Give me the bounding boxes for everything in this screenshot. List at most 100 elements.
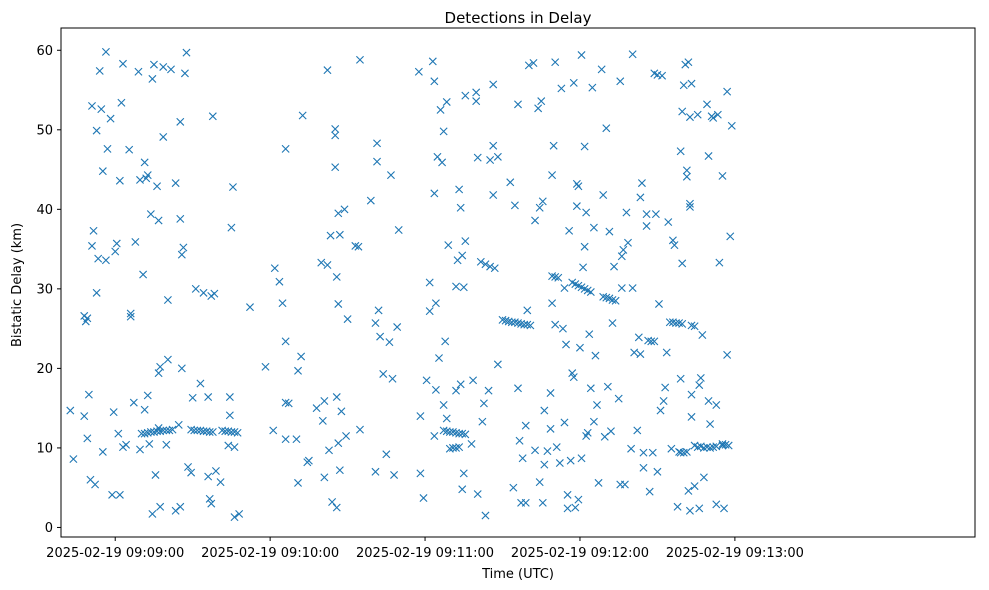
data-point-marker (501, 316, 510, 325)
data-point-marker (159, 62, 168, 71)
data-point-marker (439, 127, 448, 136)
data-point-marker (526, 321, 535, 330)
data-point-marker (636, 350, 645, 359)
data-point-marker (281, 398, 290, 407)
data-point-marker (334, 439, 343, 448)
data-point-marker (340, 205, 349, 214)
data-point-marker (97, 105, 106, 114)
data-point-marker (647, 337, 656, 346)
data-point-marker (720, 504, 729, 513)
data-point-marker (448, 428, 457, 437)
plot-background (61, 28, 975, 537)
data-point-marker (473, 490, 482, 499)
data-point-marker (608, 296, 617, 304)
data-point-marker (687, 412, 696, 421)
data-point-marker (394, 226, 403, 234)
data-point-marker (191, 284, 200, 293)
data-point-marker (537, 97, 546, 106)
data-point-marker (228, 183, 237, 192)
data-point-marker (628, 284, 637, 293)
data-point-marker (331, 125, 340, 133)
x-tick-label: 2025-02-19 09:11:00 (356, 546, 494, 561)
data-point-marker (679, 448, 688, 457)
data-point-marker (208, 428, 217, 437)
data-point-marker (724, 441, 733, 450)
data-point-marker (129, 398, 138, 407)
data-point-marker (122, 440, 131, 449)
data-point-marker (467, 439, 476, 448)
data-point-marker (439, 400, 448, 409)
data-point-marker (298, 111, 307, 120)
data-point-marker (569, 78, 578, 87)
data-point-marker (486, 262, 495, 271)
data-point-marker (270, 264, 279, 273)
data-point-marker (379, 369, 388, 378)
data-point-marker (685, 199, 694, 208)
data-point-marker (580, 242, 589, 251)
data-point-marker (704, 152, 713, 161)
data-point-marker (696, 373, 705, 382)
data-point-marker (439, 426, 448, 435)
data-point-marker (682, 447, 691, 456)
data-point-marker (436, 105, 445, 114)
data-point-marker (569, 373, 578, 382)
data-point-marker (442, 97, 451, 106)
data-point-marker (373, 139, 382, 148)
data-point-marker (162, 440, 171, 449)
data-point-marker (246, 303, 254, 312)
data-point-marker (476, 257, 485, 266)
data-point-marker (676, 374, 685, 383)
data-point-marker (103, 144, 112, 153)
data-point-marker (433, 152, 442, 161)
data-point-marker (459, 283, 468, 292)
data-point-marker (444, 241, 453, 250)
data-point-marker (371, 319, 380, 328)
data-point-marker (225, 393, 234, 402)
data-point-marker (684, 486, 693, 495)
data-point-marker (456, 380, 465, 389)
data-point-marker (131, 237, 140, 246)
data-point-marker (187, 468, 196, 477)
data-point-marker (393, 323, 402, 332)
data-point-marker (162, 426, 171, 435)
data-point-marker (599, 292, 608, 301)
data-point-marker (574, 182, 583, 191)
data-point-marker (140, 405, 149, 414)
data-point-marker (585, 330, 594, 339)
data-point-marker (486, 156, 495, 165)
data-point-marker (382, 450, 391, 459)
data-point-marker (374, 306, 383, 315)
data-point-marker (196, 379, 205, 388)
data-point-marker (586, 384, 595, 393)
data-point-marker (704, 397, 713, 405)
data-point-marker (205, 494, 214, 503)
data-point-marker (87, 241, 96, 250)
data-point-marker (538, 498, 547, 507)
data-point-marker (579, 263, 588, 272)
data-point-marker (685, 113, 694, 122)
data-point-marker (281, 144, 290, 153)
data-point-marker (703, 100, 711, 109)
data-point-marker (335, 466, 344, 475)
data-point-marker (435, 354, 443, 363)
data-point-marker (66, 406, 75, 415)
data-point-marker (588, 83, 597, 92)
data-point-marker (366, 196, 375, 205)
data-point-marker (343, 315, 352, 324)
data-point-marker (484, 386, 493, 395)
plot-frame (60, 27, 976, 538)
data-point-marker (284, 399, 293, 408)
data-point-marker (709, 113, 718, 122)
data-point-marker (514, 319, 522, 328)
data-point-marker (136, 445, 144, 454)
data-point-marker (167, 65, 175, 74)
data-point-marker (452, 443, 461, 452)
data-point-marker (87, 101, 96, 110)
data-point-marker (597, 65, 606, 74)
data-point-marker (92, 288, 101, 297)
data-point-marker (163, 296, 172, 304)
data-point-marker (622, 208, 631, 217)
data-point-marker (594, 478, 603, 487)
y-tick-label: 20 (36, 362, 53, 377)
data-point-marker (699, 443, 708, 452)
